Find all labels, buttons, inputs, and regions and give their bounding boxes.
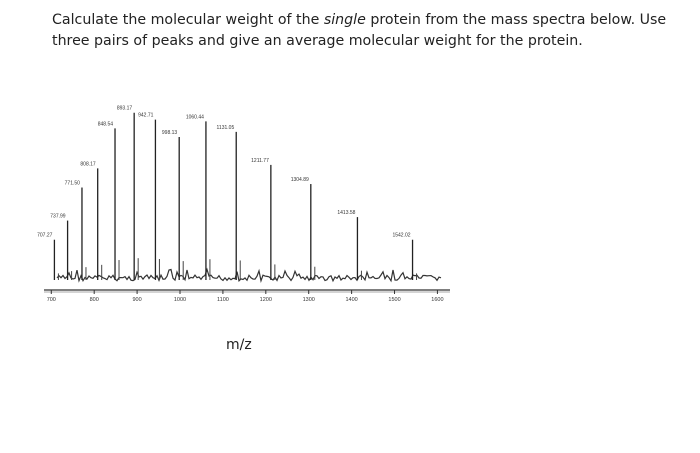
peak-label: 707.27 (37, 233, 53, 239)
question-part-1: Calculate the molecular weight of the (52, 12, 320, 28)
x-tick-label: 1500 (388, 297, 400, 303)
x-tick-label: 1300 (303, 297, 315, 303)
x-tick-label: 1000 (174, 297, 186, 303)
peak-labels: 707.27 737.99 771.50 808.17 848.54 893.17 942.… (37, 106, 411, 239)
x-axis-label: m/z (226, 337, 252, 353)
peak-label: 1211.77 (251, 158, 269, 164)
peak-label: 893.17 (117, 106, 133, 112)
peak-label: 848.54 (98, 121, 114, 127)
question-part-2: protein from the mass spectra below. Use… (52, 12, 667, 49)
x-tick-label: 1600 (431, 297, 443, 303)
peak-label: 1304.89 (291, 177, 309, 183)
peak-label: 998.13 (162, 130, 178, 136)
x-tick-label: 1200 (260, 297, 272, 303)
peak-label: 737.99 (50, 214, 66, 220)
baseline-noise (56, 267, 442, 284)
x-tick-label: 1100 (217, 297, 229, 303)
x-tick-label: 700 (47, 297, 56, 303)
x-axis: 700 800 900 1000 1100 1200 1300 1400 1500 1600 (44, 289, 450, 303)
spectrum-peaks (53, 112, 418, 280)
peak-label: 1413.58 (337, 210, 355, 216)
peak-label: 771.50 (65, 181, 81, 187)
question-emphasis: single (323, 12, 366, 28)
peak-label: 942.71 (138, 113, 154, 119)
x-tick-label: 1400 (345, 297, 357, 303)
peak-label: 808.17 (80, 161, 96, 167)
spectrum-baseline (56, 267, 442, 284)
peak-label: 1060.44 (186, 114, 204, 120)
question-text: Calculate the molecular weight of the si… (52, 10, 672, 52)
peak-label: 1542.02 (392, 233, 410, 239)
peak-label: 1131.05 (217, 125, 235, 131)
x-tick-label: 900 (133, 297, 142, 303)
x-tick-label: 800 (90, 297, 99, 303)
